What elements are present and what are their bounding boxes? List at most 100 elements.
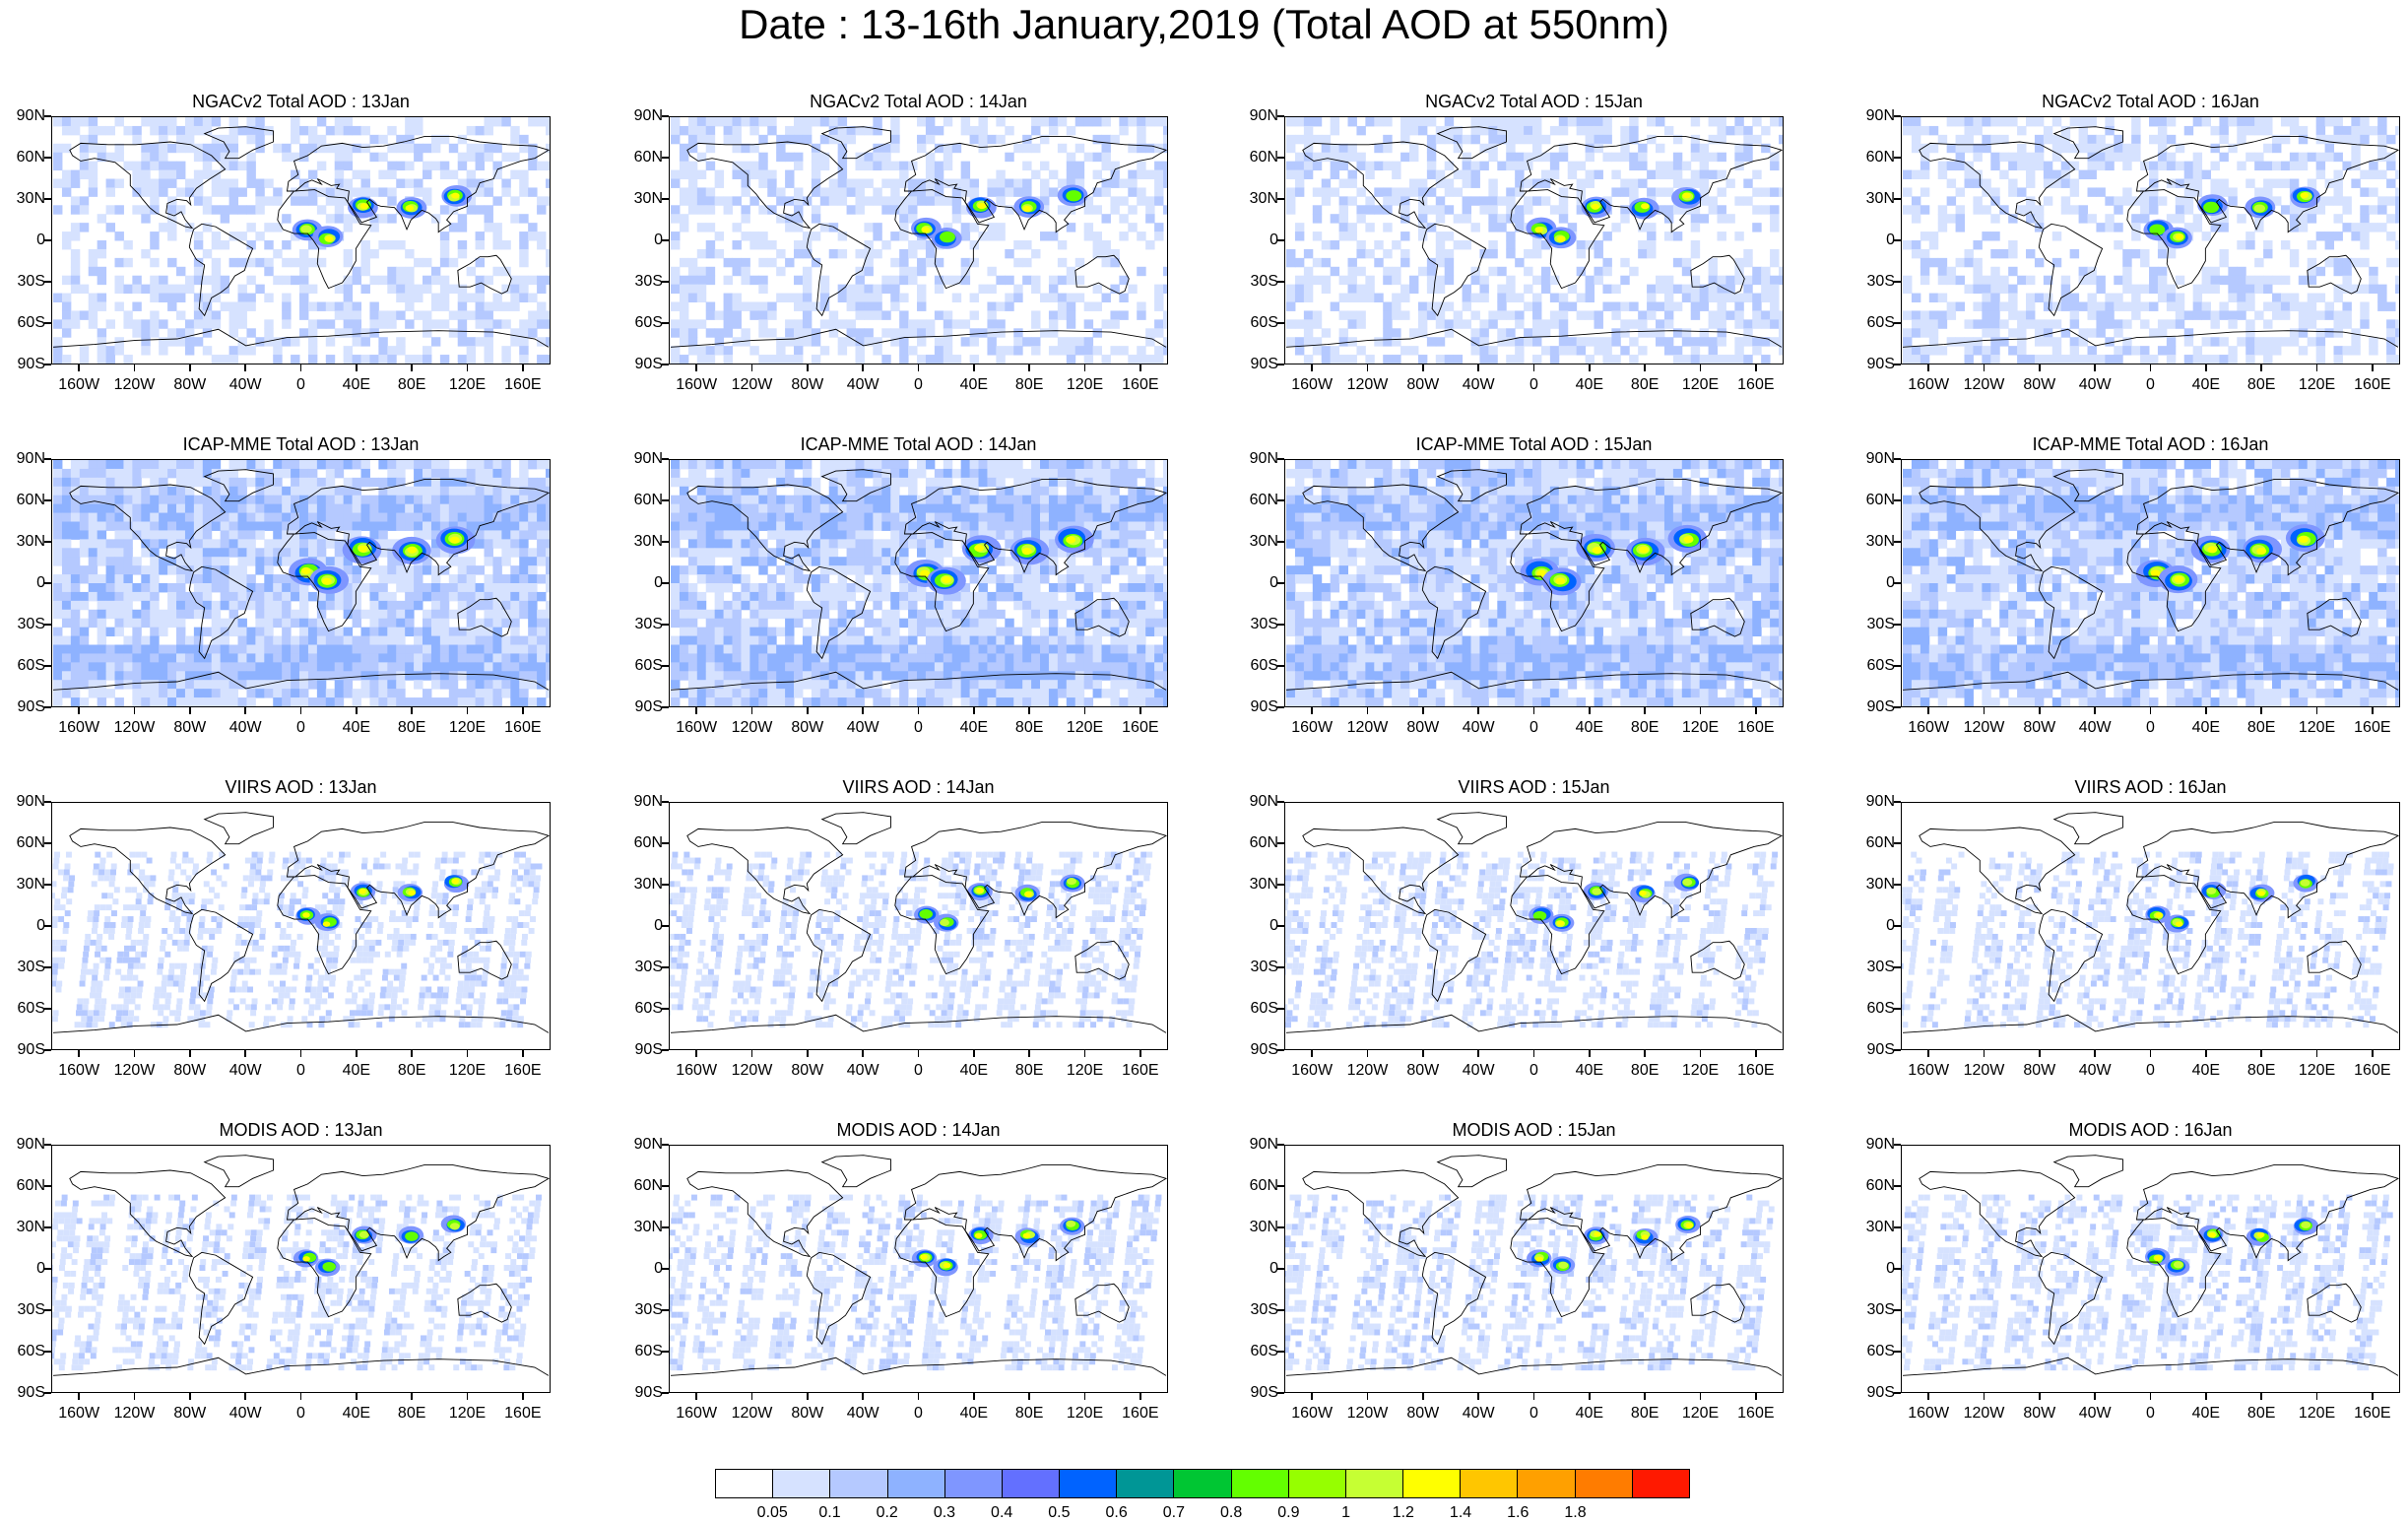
aod-cell (439, 293, 450, 302)
aod-cell (1462, 196, 1472, 206)
aod-cell (1540, 169, 1551, 179)
aod-cell (150, 591, 160, 602)
aod-cell (1426, 337, 1437, 347)
aod-cell (202, 143, 213, 154)
aod-cell (414, 310, 423, 320)
aod-cell (528, 495, 538, 505)
aod-cell (53, 178, 63, 188)
aod-cell (785, 125, 795, 136)
aod-cell (220, 178, 230, 188)
aod-cell (2228, 117, 2238, 127)
aod-cell (343, 161, 354, 171)
aod-cell (316, 117, 327, 127)
aod-cell (159, 557, 168, 566)
aod-cell (2166, 214, 2177, 224)
aod-cell (360, 609, 370, 620)
aod-cell (1540, 346, 1551, 356)
aod-cell (2043, 169, 2053, 179)
aod-cell (1524, 284, 1533, 295)
aod-cell (105, 627, 116, 637)
aod-cell (176, 468, 186, 479)
aod-cell (2122, 143, 2132, 154)
aod-cell (484, 310, 493, 320)
aod-cell (334, 187, 345, 197)
aod-cell (255, 117, 265, 127)
aod-cell (396, 240, 406, 250)
aod-cell (2149, 169, 2159, 179)
aod-cell (264, 337, 274, 347)
aod-cell (2008, 266, 2018, 277)
aod-cell (97, 125, 107, 136)
aod-cell (193, 662, 204, 672)
aod-cell (1506, 187, 1516, 197)
aod-cell (211, 548, 222, 558)
lon-tick (1083, 364, 1086, 371)
aod-cell (1752, 337, 1762, 347)
aod-cell (2008, 328, 2018, 338)
aod-cell (996, 275, 1006, 286)
aod-cell (519, 143, 529, 154)
aod-cell (1743, 293, 1753, 302)
aod-cell (439, 495, 450, 505)
aod-cell (2280, 117, 2291, 127)
aod-cell (1470, 337, 1480, 347)
aod-cell (1681, 266, 1692, 277)
aod-cell (167, 337, 177, 347)
aod-cell (141, 169, 151, 179)
aod-cell (679, 125, 689, 136)
aod-cell (1462, 134, 1472, 145)
aod-cell (978, 134, 988, 145)
aod-cell (325, 337, 336, 347)
aod-cell (360, 689, 370, 698)
aod-cell (2105, 355, 2115, 364)
aod-cell (1937, 266, 1948, 277)
aod-cell (2342, 125, 2352, 136)
aod-cell (193, 232, 204, 241)
aod-cell (405, 266, 415, 277)
aod-cell (220, 355, 230, 364)
lat-label: 30N (633, 190, 663, 207)
aod-cell (150, 477, 160, 488)
aod-cell (1048, 293, 1059, 302)
aod-cell (448, 284, 459, 295)
aod-cell (1725, 310, 1735, 320)
aod-cell (405, 486, 415, 497)
aod-cell (1479, 275, 1489, 286)
aod-cell (1312, 161, 1323, 171)
aod-cell (132, 512, 142, 522)
aod-cell (273, 355, 283, 364)
aod-cell (387, 161, 397, 171)
aod-cell (2280, 310, 2291, 320)
aod-cell (1708, 257, 1719, 268)
aod-cell (741, 169, 750, 179)
aod-cell (864, 328, 874, 338)
aod-cell (2351, 152, 2361, 163)
aod-cell (1717, 293, 1726, 302)
aod-cell (2008, 293, 2018, 302)
aod-cell (114, 143, 124, 154)
aod-cell (378, 618, 388, 629)
aod-cell (1524, 125, 1533, 136)
aod-cell (917, 460, 927, 470)
aod-cell (846, 178, 857, 188)
aod-cell (873, 117, 882, 127)
aod-cell (1761, 355, 1771, 364)
aod-cell (132, 301, 142, 311)
aod-cell (996, 460, 1006, 470)
aod-cell (510, 644, 520, 654)
lon-label: 160W (58, 376, 100, 393)
aod-cell (237, 600, 247, 611)
aod-cell (1946, 178, 1957, 188)
aod-cell (1101, 152, 1111, 163)
aod-cell (1999, 248, 2009, 259)
aod-cell (696, 460, 707, 470)
aod-cell (1629, 152, 1639, 163)
aod-cell (61, 618, 72, 629)
aod-cell (1672, 134, 1683, 145)
aod-cell (2307, 214, 2317, 224)
aod-cell (2289, 301, 2300, 311)
aod-cell (291, 187, 300, 197)
aod-cell (1725, 284, 1735, 295)
aod-cell (723, 301, 734, 311)
aod-cell (1392, 328, 1401, 338)
